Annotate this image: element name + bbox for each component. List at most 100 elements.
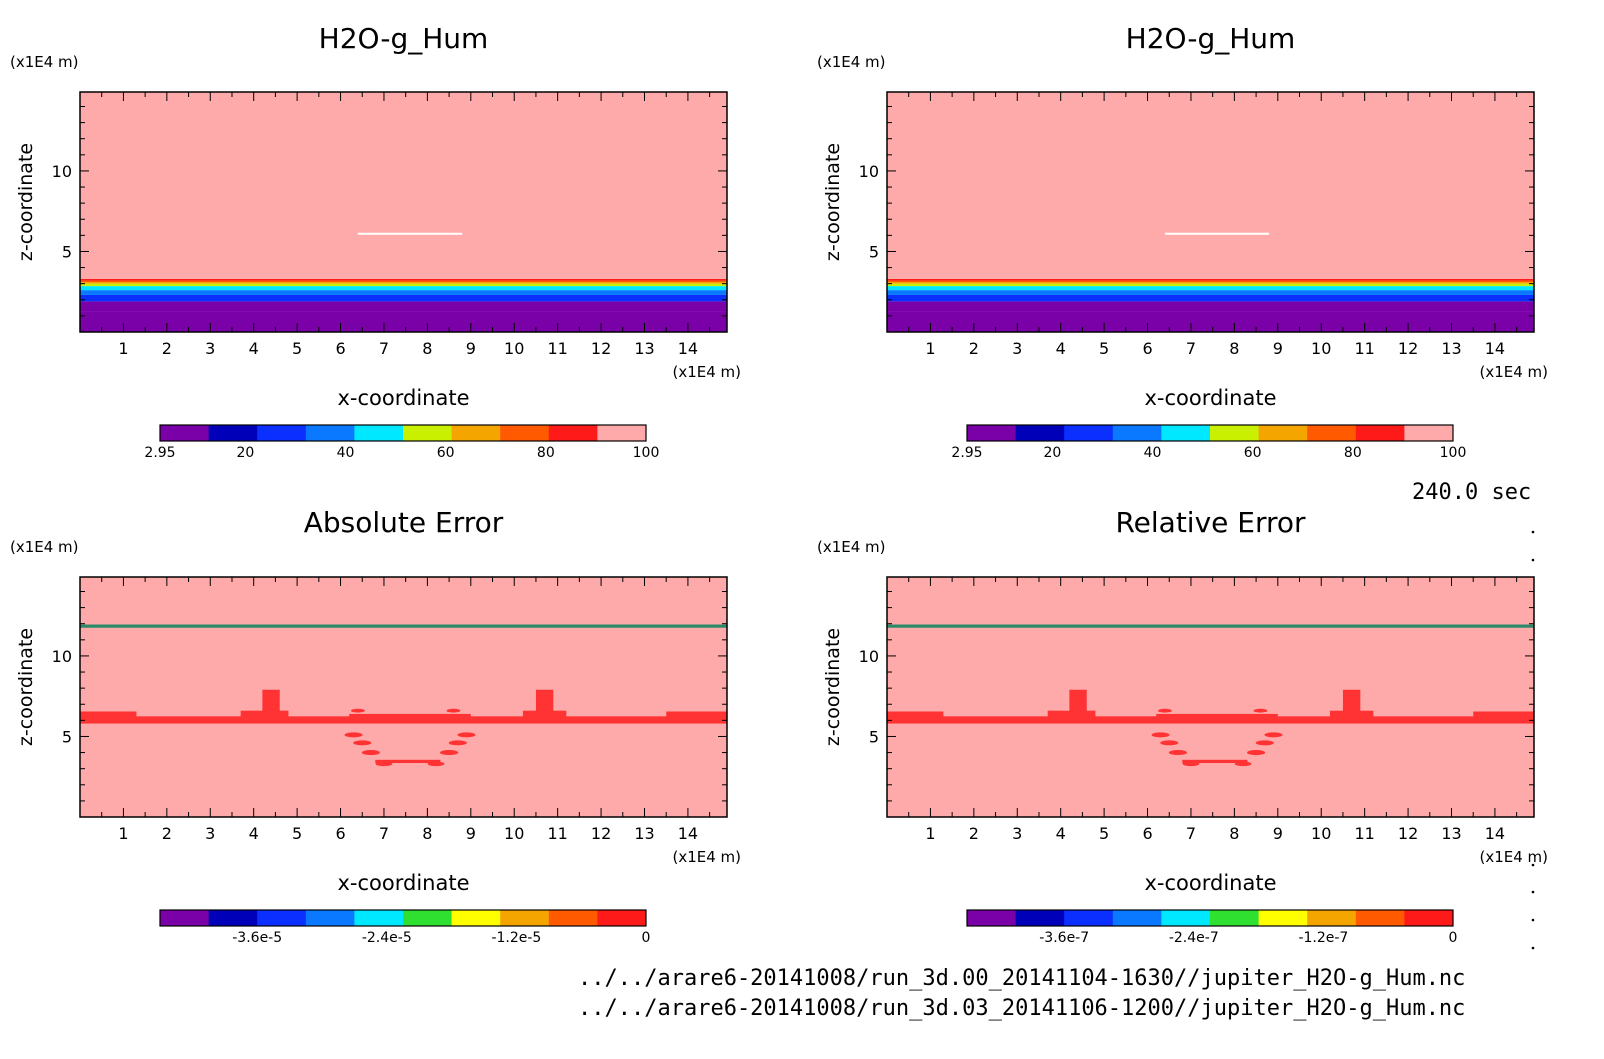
- contour-layer: [887, 280, 1534, 283]
- colorbar-swatch: [1210, 425, 1260, 441]
- x-tick-label: 6: [1142, 339, 1152, 358]
- colorbar-label: 100: [1440, 445, 1467, 461]
- x-tick-label: 13: [1441, 824, 1461, 843]
- x-tick-label: 9: [1273, 824, 1283, 843]
- contour-blob: [448, 740, 467, 746]
- colorbar-swatch: [1307, 910, 1357, 926]
- contour-layer: [80, 280, 727, 283]
- margin-dot: [1531, 863, 1535, 867]
- x-tick-label: 10: [1311, 339, 1331, 358]
- colorbar-swatch: [967, 910, 1017, 926]
- colorbar-label: -3.6e-7: [1039, 930, 1089, 946]
- colorbar-swatch: [403, 910, 453, 926]
- contour-band: [1156, 713, 1278, 718]
- x-tick-label: 5: [292, 339, 302, 358]
- colorbar-label: 100: [633, 445, 660, 461]
- contour-layer: [80, 278, 727, 281]
- contour-layer: [80, 290, 727, 295]
- contour-layer: [887, 290, 1534, 295]
- contour-layer: [80, 283, 727, 287]
- x-unit-label: (x1E4 m): [1479, 363, 1548, 381]
- field-background: [887, 577, 1534, 817]
- colorbar-label: 60: [437, 445, 455, 461]
- contour-band: [1069, 689, 1087, 713]
- y-axis-label: z-coordinate: [822, 143, 844, 261]
- contour-band: [262, 689, 280, 713]
- colorbar-frame: [159, 909, 647, 927]
- x-tick-label: 12: [1398, 824, 1418, 843]
- contour-blob: [344, 732, 363, 738]
- colorbar-label: -1.2e-7: [1298, 930, 1348, 946]
- contour-band: [349, 713, 471, 718]
- colorbar-swatch: [597, 910, 647, 926]
- colorbar-label: 2.95: [951, 445, 982, 461]
- y-axis-label: z-coordinate: [15, 628, 37, 746]
- y-tick-label: 5: [869, 727, 879, 746]
- file-path-2: ../../arare6-20141008/run_3d.03_20141106…: [578, 996, 1466, 1021]
- colorbar-label: 40: [1144, 445, 1162, 461]
- x-tick-label: 14: [1485, 824, 1505, 843]
- colorbar-swatch: [257, 910, 307, 926]
- x-tick-label: 14: [1485, 339, 1505, 358]
- x-axis-label: x-coordinate: [337, 386, 469, 410]
- margin-dot: [1531, 530, 1535, 534]
- x-tick-label: 2: [162, 824, 172, 843]
- x-tick-label: 7: [379, 339, 389, 358]
- contour-layer: [80, 294, 727, 302]
- x-tick-label: 3: [1012, 339, 1022, 358]
- x-tick-label: 12: [591, 339, 611, 358]
- heatmap-field: [887, 577, 1534, 817]
- x-tick-label: 8: [1229, 339, 1239, 358]
- contour-blob: [375, 761, 393, 767]
- x-axis-label: x-coordinate: [337, 871, 469, 895]
- contour-layer: [887, 286, 1534, 291]
- x-tick-label: 14: [678, 824, 698, 843]
- colorbar-swatch: [1161, 910, 1211, 926]
- contour-band: [80, 624, 727, 628]
- contour-blob: [457, 732, 476, 738]
- x-tick-label: 13: [634, 824, 654, 843]
- contour-band: [80, 716, 727, 724]
- x-tick-label: 10: [504, 824, 524, 843]
- colorbar-label: 60: [1244, 445, 1262, 461]
- colorbar-swatch: [305, 910, 355, 926]
- colorbar-swatch: [1112, 425, 1162, 441]
- colorbar-frame: [966, 424, 1454, 442]
- contour-blob: [427, 761, 445, 767]
- contour-band: [1342, 689, 1361, 713]
- contour-band: [375, 759, 441, 764]
- plot-frame: [886, 576, 1535, 818]
- contour-band: [240, 710, 289, 718]
- x-tick-label: 14: [678, 339, 698, 358]
- plot-frame: [886, 91, 1535, 333]
- colorbar-swatch: [1015, 425, 1065, 441]
- colorbar-swatch: [1307, 425, 1357, 441]
- y-unit-label: (x1E4 m): [817, 53, 886, 71]
- colorbar-swatch: [354, 425, 404, 441]
- margin-dot: [1531, 946, 1535, 950]
- x-tick-label: 3: [1012, 824, 1022, 843]
- colorbar-swatch: [354, 910, 404, 926]
- colorbar-swatch: [1355, 910, 1405, 926]
- contour-layer: [887, 283, 1534, 287]
- x-tick-label: 13: [1441, 339, 1461, 358]
- contour-blob: [1264, 732, 1283, 738]
- colorbar-swatch: [1404, 910, 1454, 926]
- heatmap-field: [80, 92, 727, 332]
- colorbar-swatch: [1210, 910, 1260, 926]
- y-tick-label: 10: [859, 162, 879, 181]
- colorbar-swatch: [160, 910, 210, 926]
- contour-blob: [1255, 740, 1274, 746]
- panel-title: Relative Error: [1115, 506, 1306, 539]
- contour-blob: [361, 750, 380, 756]
- x-tick-label: 11: [547, 824, 567, 843]
- colorbar-swatch: [500, 425, 550, 441]
- contour-blob: [350, 708, 365, 713]
- x-tick-label: 7: [379, 824, 389, 843]
- colorbar-label: 80: [537, 445, 555, 461]
- y-axis-label: z-coordinate: [822, 628, 844, 746]
- contour-layer: [887, 311, 1534, 332]
- x-tick-label: 9: [1273, 339, 1283, 358]
